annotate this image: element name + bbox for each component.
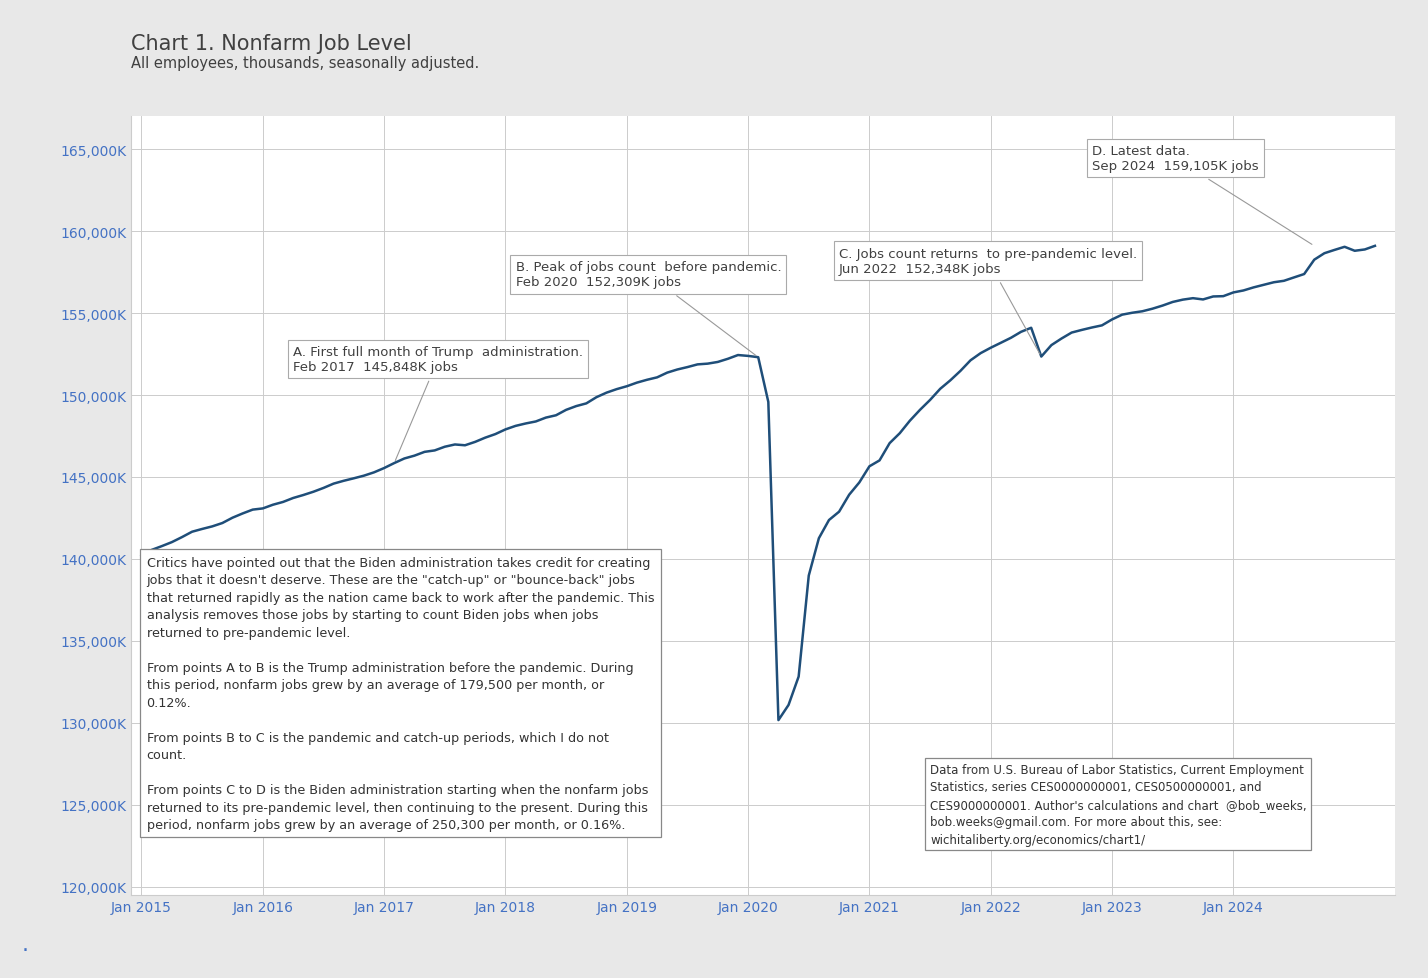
Text: ·: · (21, 941, 29, 960)
Text: Chart 1. Nonfarm Job Level: Chart 1. Nonfarm Job Level (131, 34, 413, 54)
Text: Data from U.S. Bureau of Labor Statistics, Current Employment
Statistics, series: Data from U.S. Bureau of Labor Statistic… (930, 763, 1307, 846)
Text: C. Jobs count returns  to pre-pandemic level.
Jun 2022  152,348K jobs: C. Jobs count returns to pre-pandemic le… (840, 247, 1137, 355)
Text: A. First full month of Trump  administration.
Feb 2017  145,848K jobs: A. First full month of Trump administrat… (293, 345, 583, 461)
Text: Critics have pointed out that the Biden administration takes credit for creating: Critics have pointed out that the Biden … (147, 556, 654, 831)
Text: B. Peak of jobs count  before pandemic.
Feb 2020  152,309K jobs: B. Peak of jobs count before pandemic. F… (516, 261, 781, 356)
Text: All employees, thousands, seasonally adjusted.: All employees, thousands, seasonally adj… (131, 56, 480, 70)
Text: D. Latest data.
Sep 2024  159,105K jobs: D. Latest data. Sep 2024 159,105K jobs (1092, 145, 1312, 245)
